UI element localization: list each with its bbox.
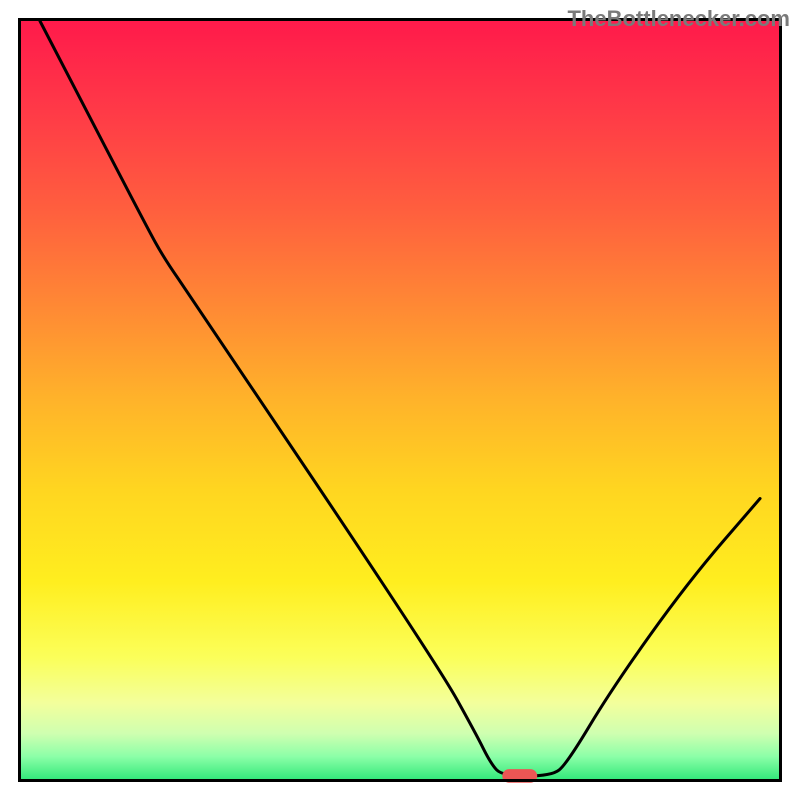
chart-svg (0, 0, 800, 800)
gradient-background (21, 21, 779, 779)
bottleneck-chart (0, 0, 800, 800)
watermark-text: TheBottlenecker.com (567, 6, 790, 32)
